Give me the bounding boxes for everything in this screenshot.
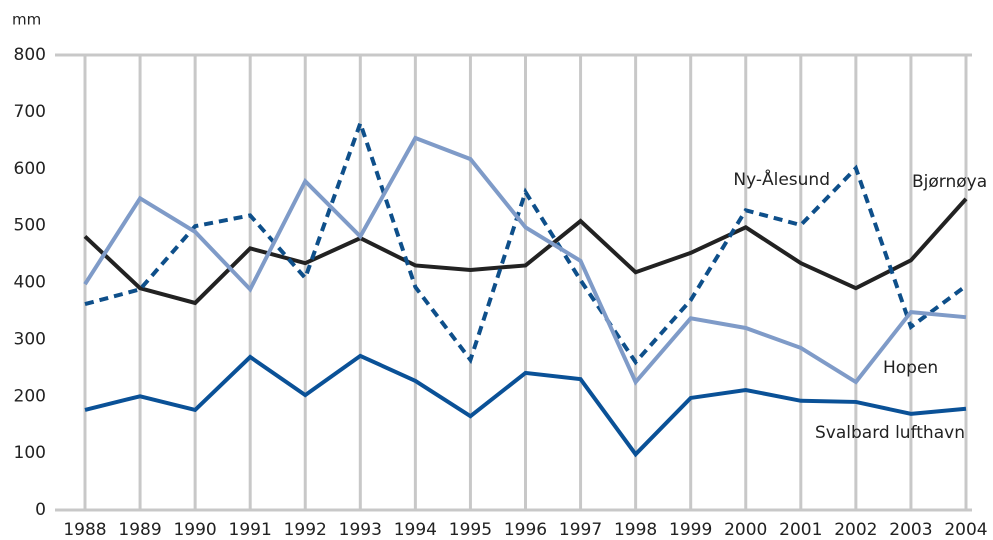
series-line <box>83 197 968 306</box>
series-label: Bjørnøya <box>912 172 987 192</box>
x-tick-label: 2004 <box>944 520 987 540</box>
y-tick-label: 0 <box>35 500 46 520</box>
x-tick-label: 1990 <box>173 520 216 540</box>
series-line <box>84 117 968 366</box>
series-line <box>83 135 967 386</box>
x-tick-label: 1999 <box>669 520 712 540</box>
x-tick-label: 1996 <box>504 520 547 540</box>
series-label: Ny-Ålesund <box>733 168 830 190</box>
x-tick-label: 1993 <box>339 520 382 540</box>
y-tick-label: 200 <box>14 386 46 406</box>
x-tick-label: 1995 <box>449 520 492 540</box>
y-tick-label: 800 <box>14 45 46 65</box>
y-unit: mm <box>12 11 41 29</box>
series-label: Hopen <box>883 358 938 378</box>
x-tick-label: 1997 <box>559 520 602 540</box>
series-line <box>84 353 967 458</box>
y-tick-label: 500 <box>14 216 46 236</box>
x-tick-label: 1991 <box>229 520 272 540</box>
x-tick-label: 1994 <box>394 520 437 540</box>
x-tick-label: 1998 <box>614 520 657 540</box>
y-tick-label: 600 <box>14 159 46 179</box>
series-label: Svalbard lufthavn <box>815 423 965 443</box>
x-tick-label: 2002 <box>834 520 877 540</box>
x-tick-label: 1992 <box>284 520 327 540</box>
x-tick-label: 2003 <box>889 520 932 540</box>
y-tick-label: 100 <box>14 443 46 463</box>
x-tick-label: 2001 <box>779 520 822 540</box>
y-tick-label: 400 <box>14 273 46 293</box>
y-tick-label: 300 <box>14 329 46 349</box>
y-tick-label: 700 <box>14 102 46 122</box>
x-tick-label: 1988 <box>63 520 106 540</box>
x-tick-label: 2000 <box>724 520 767 540</box>
x-tick-label: 1989 <box>118 520 161 540</box>
